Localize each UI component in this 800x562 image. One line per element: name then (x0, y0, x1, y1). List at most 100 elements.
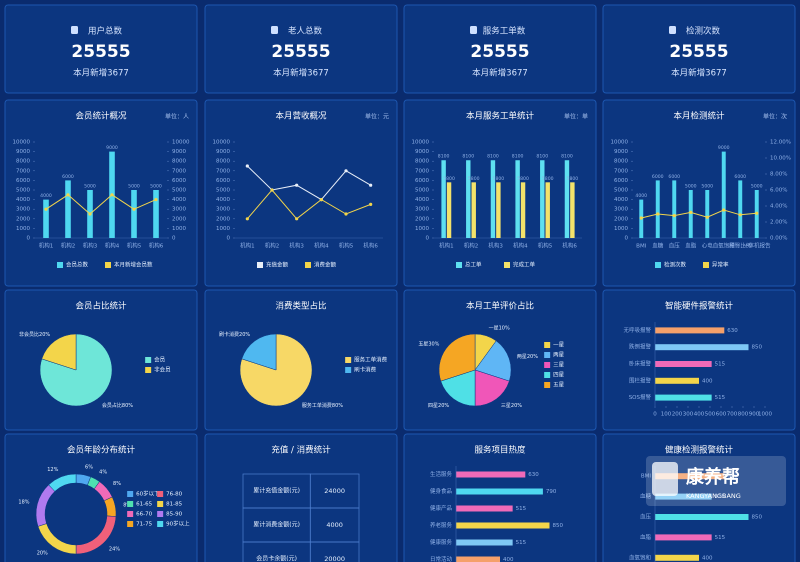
bar (43, 199, 49, 238)
chart-title: 本月工单评价占比 (466, 301, 534, 312)
watermark-logo (652, 462, 678, 496)
y-tick-label: 2000 (16, 216, 30, 222)
stat-sub: 本月新增3677 (73, 68, 129, 79)
chart-title: 会员占比统计 (75, 301, 127, 312)
bar (738, 180, 743, 238)
y-tick-label: 血脂 (640, 533, 652, 541)
pie-slice (440, 369, 476, 407)
line-point (66, 193, 70, 197)
bar-value-label: 515 (715, 535, 726, 541)
bar-value-label: 515 (715, 395, 726, 401)
panel (4, 433, 198, 562)
bar (655, 327, 725, 334)
line-series (246, 189, 371, 220)
y-tick-label: 10000 (213, 140, 231, 146)
y-tick-label: 卧床报警 (629, 360, 652, 368)
x-tick-label: 血糖 (652, 242, 664, 250)
bar-value-label: 400 (702, 378, 713, 384)
y-tick-label: BMI (641, 474, 652, 480)
bar (688, 190, 693, 238)
bar-value-label: 5800 (517, 176, 529, 182)
y2-tick-label: 2.00% (770, 220, 787, 226)
y-tick-label: 2000 (415, 216, 429, 222)
y-tick-label: 1000 (16, 226, 30, 232)
legend-label: 非会员 (154, 366, 171, 374)
x-tick-label: 200 (672, 412, 683, 418)
stat-icon (71, 26, 78, 34)
x-tick-label: 100 (661, 412, 672, 418)
panel (602, 289, 796, 431)
y-tick-label: 0 (426, 236, 430, 242)
bar (496, 182, 501, 238)
legend-label: 完成工单 (513, 261, 536, 269)
x-tick-label: 一体机报告 (743, 242, 771, 250)
legend-swatch (544, 362, 551, 368)
chart-title: 本月服务工单统计 (466, 111, 535, 122)
line-series (45, 194, 157, 215)
y-tick-label: 6000 (415, 178, 429, 184)
line-point (639, 216, 643, 220)
line-series (246, 165, 371, 201)
slice-label: 8% (113, 481, 121, 487)
y-tick-label: 7000 (614, 168, 628, 174)
y-tick-label: 7000 (415, 168, 429, 174)
bar (655, 344, 749, 351)
x-tick-label: 机构2 (464, 242, 479, 250)
bar (564, 160, 570, 238)
x-tick-label: 机构4 (513, 242, 528, 250)
legend-swatch (127, 491, 134, 497)
bar (466, 160, 471, 238)
y-tick-label: 3000 (415, 207, 429, 213)
bar (655, 394, 712, 401)
legend-swatch (703, 262, 709, 268)
bar-value-label: 6000 (62, 174, 74, 180)
line-point (369, 202, 373, 206)
bar-value-label: 5000 (701, 184, 713, 190)
x-tick-label: 机构3 (83, 242, 98, 250)
bar-value-label: 630 (528, 472, 539, 478)
legend-label: 消费金额 (314, 261, 337, 269)
y-tick-label: 6000 (216, 178, 230, 184)
legend-swatch (157, 511, 164, 517)
legend-label: 服务工单消费 (354, 356, 388, 364)
bar (655, 534, 712, 541)
y-tick-label: 健康服务 (430, 538, 453, 546)
bar (456, 471, 526, 478)
legend-label: 三星 (553, 362, 565, 369)
line-point (738, 213, 742, 217)
y-tick-label: 1000 (216, 226, 230, 232)
table-value: 4000 (326, 521, 343, 529)
legend-label: 会员 (154, 356, 166, 364)
stat-value: 25555 (71, 42, 130, 62)
x-tick-label: 机构1 (439, 242, 454, 250)
y-tick-label: 2000 (614, 216, 628, 222)
y2-tick-label: 12.00% (770, 140, 791, 146)
stat-sub: 本月新增3677 (671, 68, 727, 79)
y-tick-label: 2000 (216, 216, 230, 222)
line-point (270, 188, 274, 192)
y2-tick-label: 6000 (172, 178, 186, 184)
table-label: 会员卡余额(元) (256, 555, 297, 562)
y-tick-label: 0 (625, 236, 629, 242)
stat-title: 老人总数 (288, 26, 323, 37)
slice-label: 24% (109, 546, 120, 552)
line-point (88, 212, 92, 216)
bar (456, 522, 550, 529)
bar (655, 377, 699, 384)
legend-swatch (544, 342, 551, 348)
bar (456, 556, 500, 562)
y-tick-label: 8000 (614, 159, 628, 165)
bar-value-label: 630 (727, 474, 738, 480)
x-tick-label: 机构4 (105, 242, 120, 250)
legend-label: 60岁以下 (136, 490, 160, 498)
bar-value-label: 8100 (462, 154, 474, 160)
x-tick-label: 心电 (702, 242, 714, 250)
table-value: 20000 (324, 555, 345, 562)
bar-value-label: 8100 (561, 154, 573, 160)
x-tick-label: 机构5 (538, 242, 553, 250)
stat-title: 服务工单数 (483, 26, 526, 37)
panel (204, 4, 398, 94)
pie-slice (438, 333, 476, 382)
bar-value-label: 515 (516, 506, 527, 512)
